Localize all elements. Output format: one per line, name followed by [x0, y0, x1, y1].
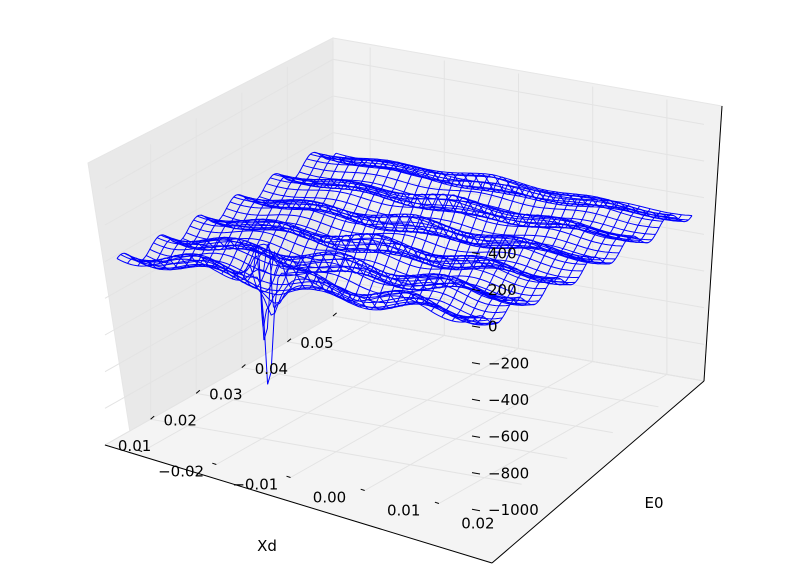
surface-line-const-xd [262, 190, 620, 254]
x-tick-label: 0.03 [209, 386, 242, 404]
z-tick-label: −400 [488, 391, 529, 409]
surface-line-const-xd [317, 152, 674, 217]
z-tick-mark [471, 508, 481, 512]
y-tick-mark [286, 475, 291, 478]
z-tick-label: 200 [488, 281, 517, 299]
surface-line-const-xd [138, 260, 496, 326]
surface-line-const-xd [218, 219, 576, 283]
surface-line-const-xd [186, 232, 543, 296]
surface-line-const-xd [259, 196, 616, 260]
y-tick-label: 0.01 [387, 502, 420, 520]
x-tick-label: 0.01 [118, 437, 151, 455]
z-axis-line [703, 105, 723, 382]
x-tick-mark [241, 364, 246, 368]
y-tick-mark [137, 449, 143, 452]
surface-line-const-xd [302, 164, 660, 229]
y-axis-line [491, 380, 705, 564]
grid-line-y [290, 73, 519, 478]
x-tick-mark [195, 389, 201, 394]
surface-line-const-xd [160, 234, 517, 299]
z-tick-mark [471, 435, 481, 438]
x-tick-label: 0.05 [300, 334, 333, 352]
axis-lines [104, 105, 723, 564]
z-tick-mark [471, 325, 481, 328]
z-tick-mark [471, 288, 481, 292]
surface-line-const-xd [266, 183, 623, 247]
surface-line-const-xd [251, 201, 609, 265]
surface-line-const-xd [142, 259, 499, 324]
y-tick-label: 0.00 [313, 489, 346, 507]
x-tick-label: 0.02 [163, 411, 196, 429]
grid-lines [104, 41, 705, 504]
surface-line-const-xd [324, 157, 682, 222]
y-tick-mark [360, 488, 365, 491]
grid-line-y [364, 86, 594, 491]
surface-line-const-xd [226, 208, 583, 272]
z-tick-label: −600 [488, 428, 529, 446]
surface-line-const-xd [204, 216, 561, 280]
grid-line-y [216, 60, 445, 465]
z-tick-label: −200 [488, 354, 529, 372]
grid-line-y [438, 99, 668, 504]
z-tick-mark [471, 472, 481, 475]
wireframe-surface [116, 151, 693, 385]
z-tick-mark [471, 398, 481, 402]
y-tick-label: 0.02 [461, 515, 494, 533]
z-tick-mark [471, 362, 481, 365]
surface-line-const-xd [291, 179, 649, 244]
x-axis-line [104, 444, 493, 564]
surface-line-const-xd [295, 176, 652, 241]
surface-line-const-xd [145, 255, 503, 320]
surface-line-const-xd [149, 248, 507, 314]
y-axis-label: E0 [644, 494, 663, 512]
x-axis-ticks: 0.01 0.02 0.03 0.04 0.05 [118, 312, 337, 455]
surface-line-const-xd [131, 257, 488, 322]
surface-line-const-xd [222, 214, 579, 278]
y-tick-label: −0.02 [158, 463, 204, 481]
surface-line-const-xd [335, 152, 693, 217]
surface-line-const-xd [215, 221, 572, 286]
x-tick-mark [150, 415, 155, 420]
surface-line-const-xd [189, 225, 547, 290]
axis-panes [87, 37, 723, 564]
surface-line-const-xd [182, 237, 539, 302]
y-tick-label: −0.01 [232, 476, 278, 494]
surface-line-const-xd [299, 171, 656, 235]
y-axis-ticks: −0.02 −0.01 0.00 0.01 0.02 [137, 449, 495, 533]
y-tick-mark [212, 462, 217, 465]
z-tick-label: −800 [488, 464, 529, 482]
z-tick-mark [471, 252, 481, 255]
grid-line-y [141, 47, 371, 452]
z-axis-ticks: 400 200 0 −200 −400 −600 −800 −1000 [471, 244, 539, 519]
surface-line-const-xd [164, 234, 521, 299]
surface-line-const-xd [200, 214, 558, 279]
z-tick-label: 0 [488, 318, 498, 336]
x-tick-mark [332, 312, 337, 317]
surface-line-const-xd [328, 158, 685, 223]
y-tick-mark [434, 501, 440, 504]
x-tick-label: 0.04 [255, 360, 288, 378]
z-tick-label: −1000 [488, 501, 539, 519]
surface-line-const-xd [197, 215, 554, 280]
surface-line-const-xd [332, 157, 689, 221]
surface-line-const-xd [255, 200, 612, 264]
surface-line-const-xd [134, 259, 492, 325]
x-tick-mark [287, 338, 292, 343]
x-axis-label: Xd [257, 537, 277, 555]
z-tick-label: 400 [488, 244, 517, 262]
surface-line-const-xd [124, 250, 481, 341]
